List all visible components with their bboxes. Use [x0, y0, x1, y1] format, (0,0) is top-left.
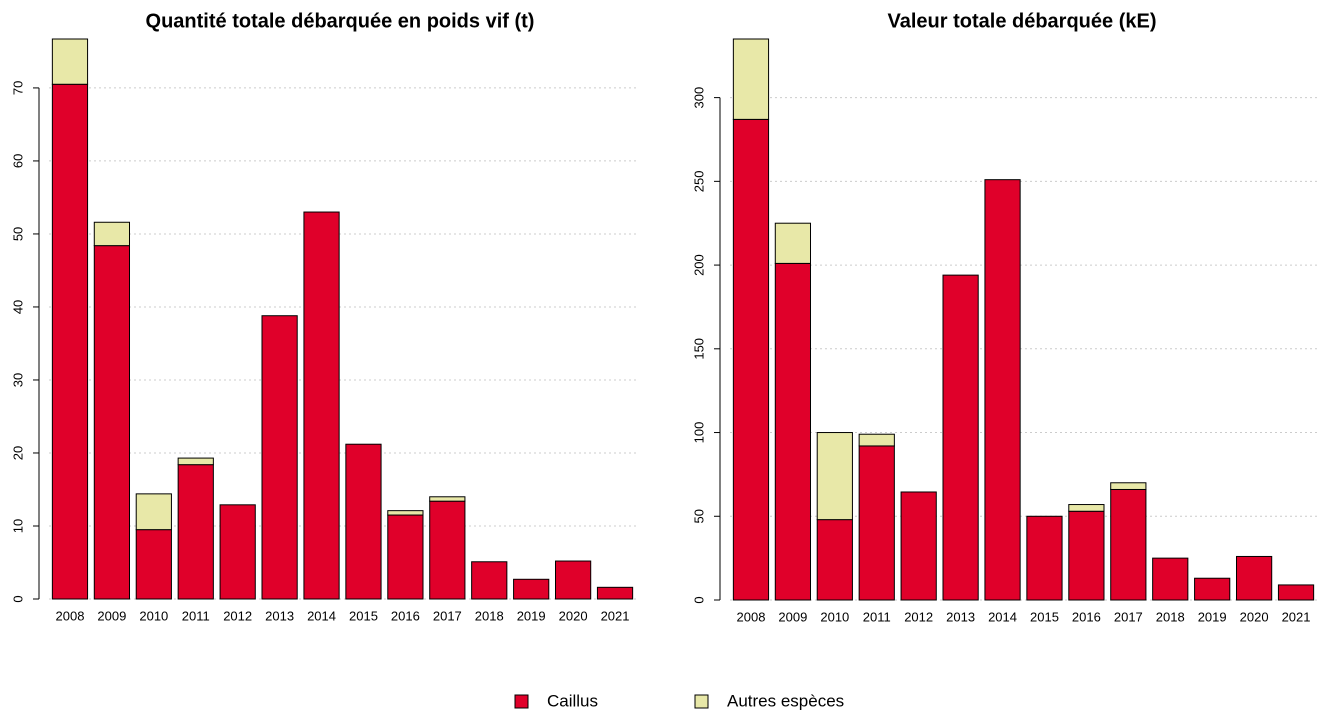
bar	[774, 222, 812, 264]
x-tick-label: 2016	[391, 608, 420, 623]
bar	[303, 211, 340, 600]
x-tick-label: 2008	[56, 608, 85, 623]
x-tick-label: 2008	[737, 609, 766, 624]
x-tick-label: 2011	[182, 608, 210, 623]
x-tick-label: 2017	[1114, 609, 1143, 624]
bar	[429, 496, 466, 502]
legend-swatch	[694, 694, 709, 709]
x-tick-label: 2013	[265, 608, 294, 623]
bar	[1235, 555, 1273, 601]
x-tick-label: 2020	[1240, 609, 1269, 624]
bar	[1110, 482, 1147, 490]
y-tick-label: 60	[10, 154, 25, 168]
x-tick-label: 2015	[1030, 609, 1059, 624]
y-tick-label: 20	[10, 446, 25, 460]
chart-title: Valeur totale débarquée (kE)	[888, 10, 1157, 32]
bar	[135, 529, 172, 600]
bar	[1152, 557, 1189, 601]
bar	[984, 179, 1021, 601]
x-tick-label: 2021	[1282, 609, 1311, 624]
bar	[1026, 515, 1063, 601]
legend-label: Caillus	[547, 691, 598, 710]
x-tick-label: 2018	[475, 608, 504, 623]
bar	[1110, 488, 1147, 601]
bar	[774, 262, 812, 601]
y-tick-label: 250	[691, 170, 706, 192]
bar	[1068, 504, 1105, 512]
y-tick-label: 50	[691, 509, 706, 523]
x-tick-label: 2009	[778, 609, 807, 624]
bar	[554, 560, 592, 600]
bar	[261, 315, 298, 600]
x-tick-label: 2019	[1198, 609, 1227, 624]
x-tick-label: 2010	[820, 609, 849, 624]
bar	[345, 443, 382, 600]
bar	[900, 491, 937, 601]
bar	[942, 274, 979, 601]
x-tick-label: 2015	[349, 608, 378, 623]
bar	[858, 433, 895, 447]
x-tick-label: 2018	[1156, 609, 1185, 624]
bar	[513, 578, 550, 600]
bar	[596, 586, 634, 600]
bar	[51, 38, 89, 85]
y-tick-label: 70	[10, 81, 25, 95]
y-tick-label: 40	[10, 300, 25, 314]
x-tick-label: 2014	[988, 609, 1017, 624]
bar	[177, 457, 214, 466]
y-tick-label: 300	[691, 87, 706, 109]
chart-title: Quantité totale débarquée en poids vif (…	[146, 10, 535, 32]
bar	[51, 83, 89, 600]
x-tick-label: 2012	[223, 608, 252, 623]
bar	[816, 519, 853, 601]
y-tick-label: 30	[10, 373, 25, 387]
x-tick-label: 2010	[139, 608, 168, 623]
x-tick-label: 2019	[517, 608, 546, 623]
bar	[219, 504, 256, 600]
y-tick-label: 0	[10, 595, 25, 602]
bar	[429, 500, 466, 600]
bar	[732, 38, 770, 120]
legend-swatch	[514, 694, 529, 709]
bar	[1277, 584, 1315, 601]
x-tick-label: 2017	[433, 608, 462, 623]
x-tick-label: 2013	[946, 609, 975, 624]
x-tick-label: 2011	[863, 609, 891, 624]
bar	[387, 514, 424, 600]
y-tick-label: 50	[10, 227, 25, 241]
legend-label: Autres espèces	[727, 691, 844, 710]
bar	[93, 245, 131, 600]
y-tick-label: 100	[691, 422, 706, 444]
bar	[177, 464, 214, 600]
y-tick-label: 150	[691, 338, 706, 360]
bar	[135, 493, 172, 531]
bar	[858, 445, 895, 601]
bar	[471, 561, 508, 600]
x-tick-label: 2021	[601, 608, 630, 623]
bar	[816, 432, 853, 521]
y-tick-label: 10	[10, 519, 25, 533]
x-tick-label: 2020	[559, 608, 588, 623]
x-tick-label: 2012	[904, 609, 933, 624]
bar	[732, 118, 770, 601]
x-tick-label: 2016	[1072, 609, 1101, 624]
y-tick-label: 0	[691, 596, 706, 603]
bar	[1194, 577, 1231, 601]
bar	[387, 510, 424, 516]
bar	[1068, 510, 1105, 601]
x-tick-label: 2014	[307, 608, 336, 623]
y-tick-label: 200	[691, 254, 706, 276]
bar	[93, 221, 131, 247]
x-tick-label: 2009	[97, 608, 126, 623]
